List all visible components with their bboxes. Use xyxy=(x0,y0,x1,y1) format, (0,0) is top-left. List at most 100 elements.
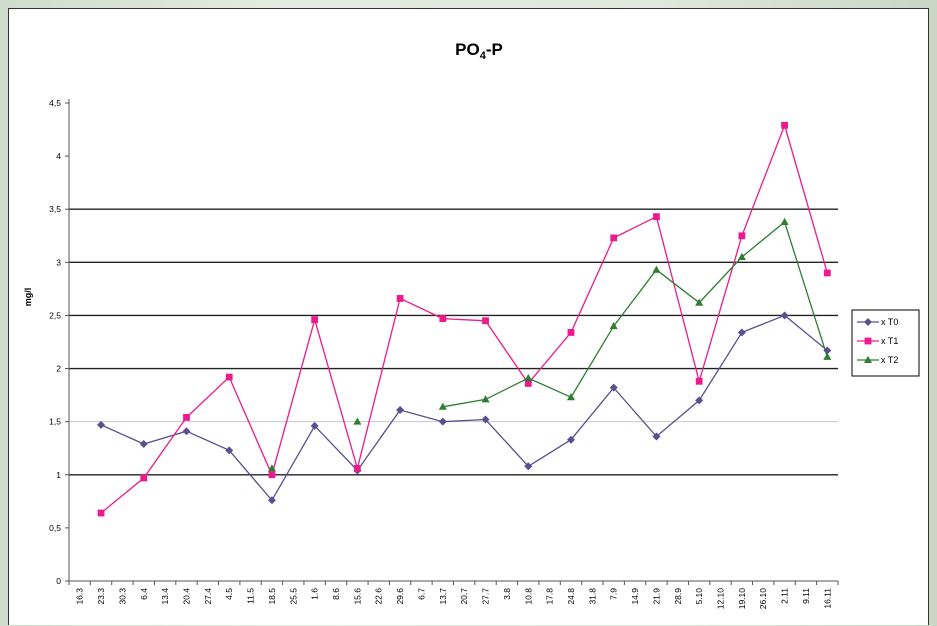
data-point-x-t0 xyxy=(396,405,405,414)
x-tick-label: 4.5 xyxy=(224,588,234,600)
data-point-x-t0 xyxy=(823,346,832,355)
legend-marker-x-t1 xyxy=(864,337,872,345)
data-point-x-t1 xyxy=(781,121,788,129)
x-tick-label: 20.7 xyxy=(459,588,469,605)
data-point-x-t2 xyxy=(566,393,575,401)
x-tick-label: 29.6 xyxy=(395,588,405,605)
x-tick-label: 12.10 xyxy=(716,588,726,610)
x-tick-label: 26.10 xyxy=(758,588,768,610)
y-tick-label: 3,5 xyxy=(49,204,61,214)
x-tick-label: 10.8 xyxy=(523,588,533,605)
y-tick-label: 3 xyxy=(56,257,61,267)
x-tick-label: 15.6 xyxy=(352,588,362,605)
x-tick-label: 6.7 xyxy=(416,588,426,600)
legend-marker-x-t0 xyxy=(864,318,872,326)
x-tick-label: 13.7 xyxy=(438,588,448,605)
legend: x T0 x T1 x T2 xyxy=(851,309,920,377)
data-point-x-t1 xyxy=(524,380,532,387)
data-point-x-t2 xyxy=(695,298,704,306)
data-point-x-t0 xyxy=(97,420,106,429)
chart: PO4-P mg/l 00,511,522,533,544,516.3 23.3 3… xyxy=(23,40,920,610)
x-tick-label: 11.5 xyxy=(246,588,256,604)
x-tick-label: 3.8 xyxy=(502,588,512,600)
data-point-x-t2 xyxy=(481,395,490,403)
legend-label-x-t2: x T2 xyxy=(881,355,898,365)
y-tick-label: 1,5 xyxy=(49,417,61,427)
x-tick-label: 16.3 xyxy=(75,588,85,605)
data-point-x-t1 xyxy=(311,316,319,324)
x-tick-label: 14.9 xyxy=(630,588,640,605)
data-point-x-t0 xyxy=(524,462,533,471)
chart-title-tail: -P xyxy=(486,40,503,59)
y-tick-label: 2 xyxy=(56,364,61,374)
x-tick-label: 5.10 xyxy=(694,588,704,605)
x-tick-label: 27.7 xyxy=(481,588,491,605)
data-point-x-t0 xyxy=(267,496,276,505)
x-tick-label: 7.9 xyxy=(609,588,619,600)
x-tick-label: 2.11 xyxy=(780,588,790,604)
legend-label-x-t1: x T1 xyxy=(881,336,898,346)
data-point-x-t1 xyxy=(823,269,831,277)
x-tick-label: 17.8 xyxy=(545,588,555,605)
legend-box xyxy=(851,309,920,377)
x-tick-label: 30.3 xyxy=(117,588,127,605)
x-tick-label: 1.6 xyxy=(310,588,320,600)
data-point-x-t1 xyxy=(695,377,703,385)
data-point-x-t1 xyxy=(225,373,233,381)
y-tick-label: 4,5 xyxy=(49,98,61,108)
data-point-x-t2 xyxy=(609,321,618,330)
data-point-x-t0 xyxy=(182,427,191,436)
series-line-x-t0 xyxy=(100,314,828,502)
legend-marker-x-t2 xyxy=(864,355,872,363)
series-line-x-t1 xyxy=(100,123,828,514)
data-point-x-t1 xyxy=(353,465,361,472)
y-tick-label: 0,5 xyxy=(49,523,61,533)
data-point-x-t0 xyxy=(139,439,148,448)
y-tick-label: 4 xyxy=(56,151,61,161)
x-tick-label: 28.9 xyxy=(673,588,683,605)
x-tick-label: 18.5 xyxy=(267,588,277,605)
x-tick-label: 13.4 xyxy=(160,588,170,605)
data-point-x-t0 xyxy=(310,421,319,430)
x-tick-label: 22.6 xyxy=(374,588,384,605)
data-point-x-t2 xyxy=(353,417,362,425)
x-tick-label: 6.4 xyxy=(139,588,149,600)
x-tick-label: 21.9 xyxy=(651,588,661,605)
data-point-x-t1 xyxy=(653,213,660,221)
x-tick-label: 20.4 xyxy=(181,588,191,605)
x-tick-label: 27.4 xyxy=(203,588,213,605)
data-point-x-t2 xyxy=(652,265,661,273)
series-line-x-t2 xyxy=(442,220,828,408)
data-point-x-t0 xyxy=(438,417,447,426)
data-point-x-t2 xyxy=(524,373,533,382)
data-point-x-t2 xyxy=(823,352,832,360)
data-point-x-t1 xyxy=(610,234,618,242)
data-point-x-t0 xyxy=(737,328,746,337)
data-point-x-t1 xyxy=(738,232,746,240)
data-point-x-t2 xyxy=(267,464,276,472)
data-point-x-t1 xyxy=(396,295,404,302)
chart-title-main: PO xyxy=(455,40,480,59)
x-tick-label: 24.8 xyxy=(566,588,576,605)
x-tick-label: 23.3 xyxy=(96,588,106,605)
x-tick-label: 8.6 xyxy=(331,588,341,600)
x-tick-label: 25.5 xyxy=(288,588,298,605)
y-tick-label: 0 xyxy=(56,576,61,586)
x-tick-label: 16.11 xyxy=(822,588,832,609)
chart-title: PO4-P xyxy=(455,40,503,62)
data-point-x-t2 xyxy=(737,252,746,261)
y-tick-label: 1 xyxy=(56,470,61,480)
data-point-x-t1 xyxy=(140,474,148,482)
data-point-x-t1 xyxy=(482,317,489,325)
data-point-x-t0 xyxy=(695,396,704,405)
data-point-x-t1 xyxy=(268,471,276,479)
x-tick-label: 19.10 xyxy=(737,588,747,610)
x-tick-label: 9.11 xyxy=(801,588,811,604)
data-point-x-t0 xyxy=(780,311,789,320)
data-point-x-t1 xyxy=(439,315,447,323)
data-point-x-t0 xyxy=(481,415,490,424)
data-point-x-t0 xyxy=(566,435,575,444)
x-tick-label: 31.8 xyxy=(587,588,597,605)
data-point-x-t1 xyxy=(97,509,105,517)
data-point-x-t2 xyxy=(780,217,789,225)
